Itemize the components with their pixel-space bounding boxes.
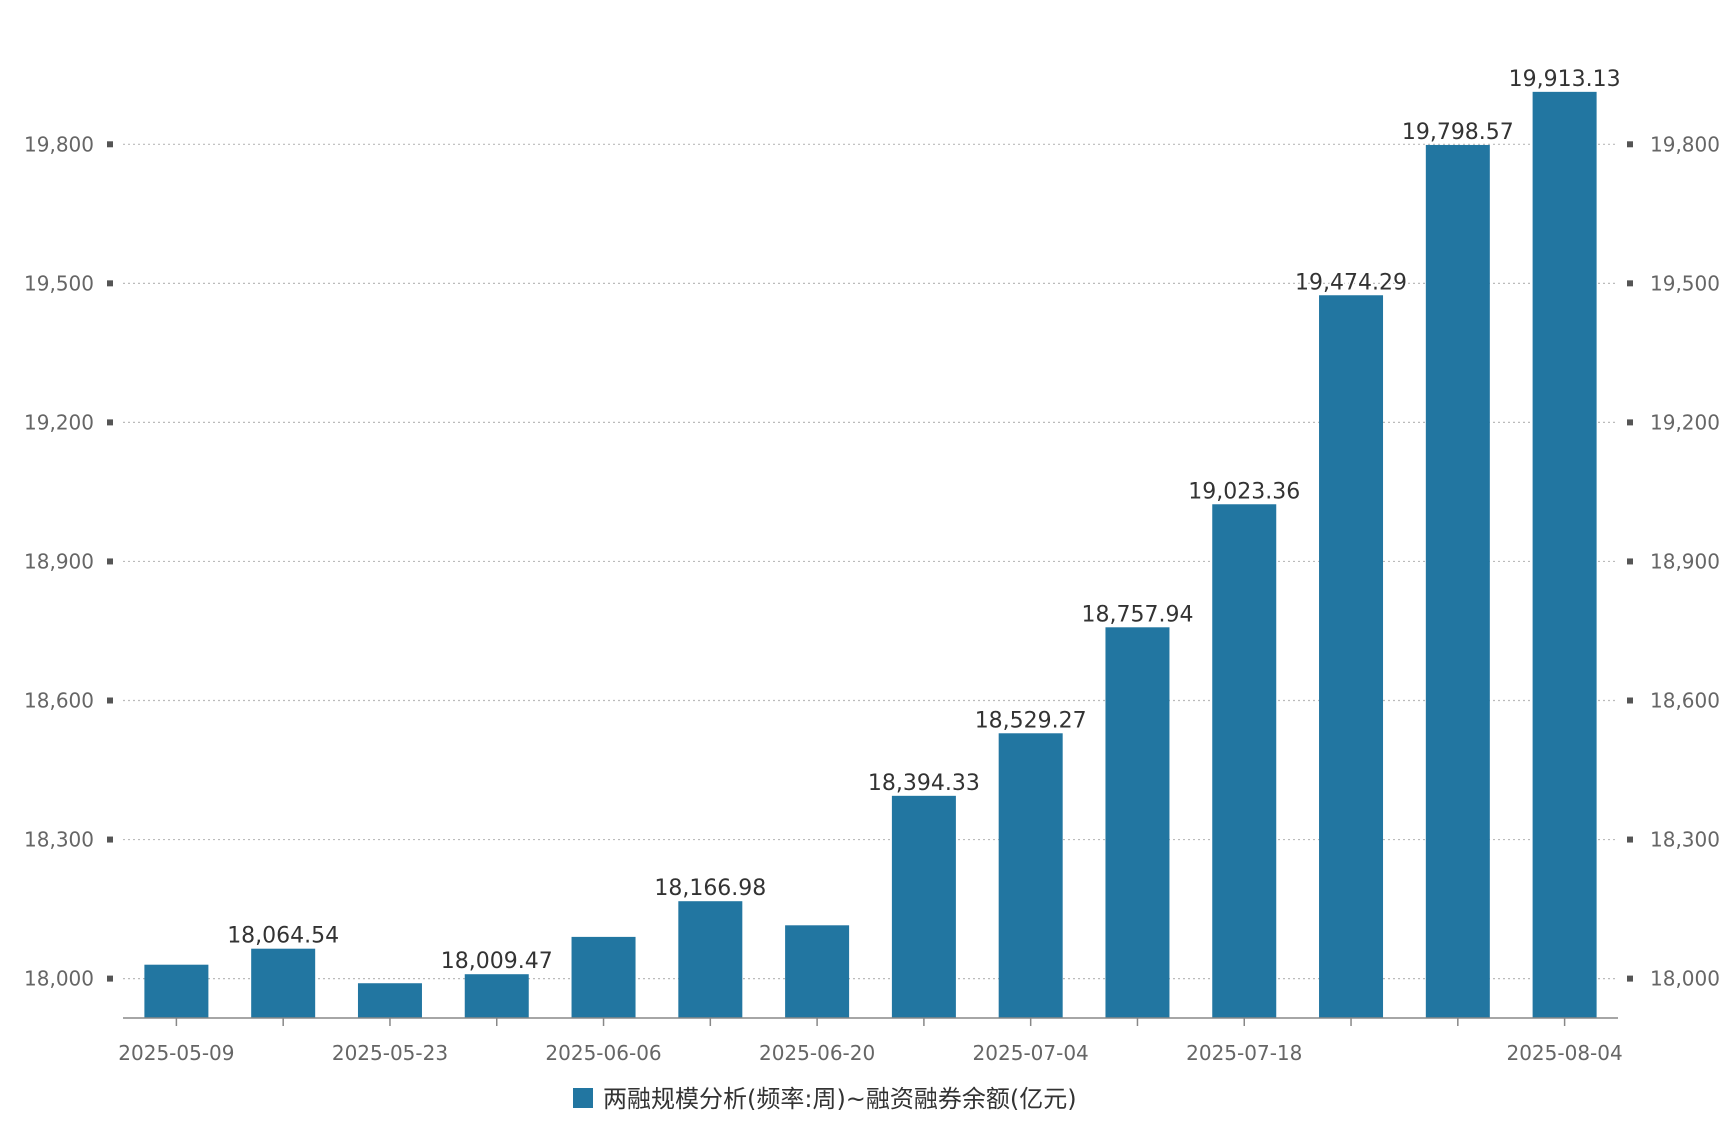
bar: [464, 974, 529, 1018]
bar: [785, 925, 850, 1018]
y-tick-label: 18,600: [24, 688, 94, 712]
data-label: 18,064.54: [227, 924, 339, 949]
bar: [144, 964, 209, 1018]
legend-label: 两融规模分析(频率:周)~融资融券余额(亿元): [603, 1085, 1077, 1113]
data-labels: 18,064.54 18,009.47 18,166.98 18,394.33 18,5…: [226, 65, 1622, 975]
y-tick-label: 18,600: [1650, 688, 1720, 712]
x-axis: 2025-05-09 2025-05-23 2025-06-06 2025-06-20…: [118, 1017, 1623, 1065]
data-label: 18,166.98: [654, 876, 766, 901]
bar: [1319, 295, 1384, 1018]
y-tick-label: 18,900: [1650, 549, 1720, 573]
y-tick-mark: [107, 975, 113, 982]
bar: [1212, 504, 1277, 1018]
y-tick-label: 19,500: [24, 271, 94, 295]
y-tick-label: 18,300: [24, 828, 94, 852]
x-tick-label: 2025-05-23: [332, 1041, 448, 1065]
bar: [1105, 627, 1170, 1018]
y-tick-mark: [107, 141, 113, 148]
bar: [1532, 91, 1597, 1018]
legend[interactable]: 两融规模分析(频率:周)~融资融券余额(亿元): [573, 1085, 1077, 1113]
bar: [678, 901, 743, 1018]
data-label: 18,529.27: [975, 708, 1087, 733]
y-tick-mark: [107, 697, 113, 704]
data-label: 18,757.94: [1081, 602, 1193, 627]
y-tick-label: 19,800: [1650, 132, 1720, 156]
y-tick-label: 18,300: [1650, 828, 1720, 852]
bar: [891, 795, 956, 1018]
x-tick-label: 2025-08-04: [1506, 1041, 1622, 1065]
data-label: 18,394.33: [868, 771, 980, 796]
y-tick-mark: [107, 836, 113, 843]
bar: [571, 936, 636, 1018]
y-tick-label: 19,800: [24, 132, 94, 156]
bar: [357, 983, 422, 1018]
data-label: 19,023.36: [1188, 479, 1300, 504]
data-label: 19,798.57: [1402, 120, 1514, 145]
bars: [144, 91, 1597, 1019]
data-label: 19,913.13: [1509, 67, 1621, 92]
y-tick-mark: [1627, 141, 1633, 148]
y-tick-mark: [1627, 419, 1633, 426]
left-y-axis: 18,000 18,300 18,600 18,900 19,200 19,500 19,8…: [24, 132, 113, 991]
y-tick-mark: [1627, 836, 1633, 843]
y-tick-mark: [1627, 280, 1633, 287]
x-tick-label: 2025-07-04: [973, 1041, 1089, 1065]
bar: [998, 733, 1063, 1018]
y-tick-mark: [107, 419, 113, 426]
y-tick-mark: [1627, 975, 1633, 982]
y-tick-label: 18,900: [24, 549, 94, 573]
y-tick-label: 19,200: [24, 410, 94, 434]
data-label: 18,009.47: [441, 949, 553, 974]
x-tick-label: 2025-05-09: [118, 1041, 234, 1065]
bar: [251, 948, 316, 1018]
y-tick-label: 19,200: [1650, 410, 1720, 434]
y-tick-label: 18,000: [24, 967, 94, 991]
right-y-axis: 18,000 18,300 18,600 18,900 19,200 19,500 19,8…: [1627, 132, 1720, 991]
x-tick-label: 2025-07-18: [1186, 1041, 1302, 1065]
y-tick-mark: [1627, 558, 1633, 565]
y-tick-mark: [1627, 697, 1633, 704]
y-tick-label: 18,000: [1650, 967, 1720, 991]
x-tick-label: 2025-06-20: [759, 1041, 875, 1065]
data-label: 19,474.29: [1295, 270, 1407, 295]
y-tick-label: 19,500: [1650, 271, 1720, 295]
bar: [1425, 144, 1490, 1019]
y-tick-mark: [107, 280, 113, 287]
legend-swatch: [573, 1088, 593, 1108]
x-tick-label: 2025-06-06: [545, 1041, 661, 1065]
y-tick-mark: [107, 558, 113, 565]
